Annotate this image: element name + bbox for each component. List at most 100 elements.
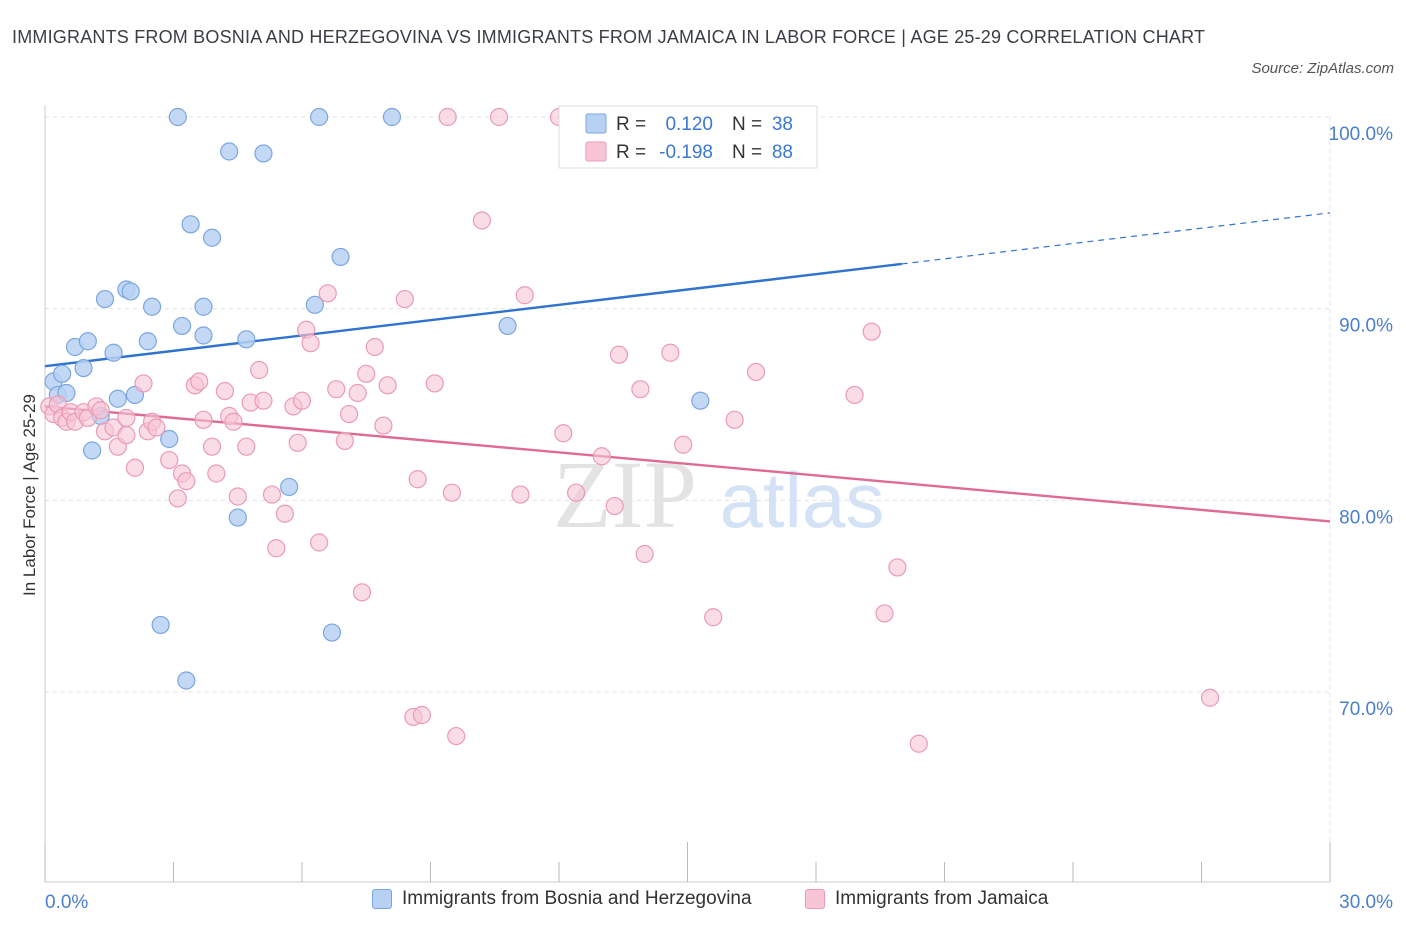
- point-jamaica-43: [292, 391, 312, 410]
- point-jamaica-54: [365, 337, 384, 357]
- point-bosnia-17: [151, 615, 170, 635]
- point-bosnia-9: [95, 289, 115, 309]
- point-jamaica-10: [91, 401, 110, 420]
- tick-labels: 100.0% 90.0% 80.0% 70.0% 0.0% 30.0%: [45, 124, 1393, 913]
- point-bosnia-15: [138, 332, 157, 351]
- point-jamaica-37: [254, 391, 273, 410]
- point-jamaica-79: [704, 608, 723, 627]
- point-jamaica-50: [340, 404, 359, 424]
- point-bosnia-10: [104, 343, 123, 362]
- point-jamaica-52: [352, 583, 372, 602]
- point-jamaica-74: [609, 345, 629, 364]
- point-bosnia-37: [691, 391, 710, 410]
- point-bosnia-22: [181, 215, 200, 234]
- source-label: Source: ZipAtlas.com: [1251, 60, 1394, 77]
- point-jamaica-15: [117, 426, 136, 445]
- point-jamaica-82: [845, 385, 864, 405]
- stats-r-label-blue: R =: [616, 114, 646, 135]
- series-legend: Immigrants from Bosnia and Herzegovina I…: [0, 888, 1406, 916]
- point-jamaica-75: [631, 380, 650, 399]
- point-jamaica-27: [194, 410, 213, 429]
- point-bosnia-28: [237, 330, 256, 349]
- point-jamaica-86: [909, 734, 928, 753]
- point-jamaica-32: [224, 412, 243, 431]
- point-jamaica-59: [408, 470, 427, 489]
- point-jamaica-78: [674, 435, 693, 454]
- point-bosnia-29: [254, 144, 273, 163]
- point-jamaica-83: [862, 322, 881, 341]
- point-jamaica-51: [348, 383, 367, 403]
- point-bosnia-25: [202, 228, 222, 247]
- point-bosnia-19: [168, 107, 187, 127]
- point-jamaica-57: [395, 289, 414, 309]
- point-jamaica-33: [228, 487, 247, 506]
- point-bosnia-34: [331, 247, 350, 267]
- legend-label-jamaica: Immigrants from Jamaica: [835, 888, 1049, 909]
- trend-line-bosnia: [44, 262, 902, 368]
- stats-legend: R = 0.120 N = 38 R = -0.198 N = 88: [558, 105, 818, 169]
- point-jamaica-64: [447, 726, 466, 746]
- point-bosnia-21: [177, 671, 196, 690]
- point-bosnia-36: [498, 316, 517, 336]
- point-bosnia-6: [78, 332, 97, 351]
- point-jamaica-85: [888, 558, 907, 577]
- y-tick-label-3: 70.0%: [1339, 699, 1393, 720]
- point-bosnia-30: [280, 477, 299, 497]
- point-bosnia-31: [305, 295, 324, 314]
- legend-label-bosnia: Immigrants from Bosnia and Herzegovina: [402, 888, 752, 909]
- point-jamaica-77: [661, 343, 680, 362]
- stats-r-value-blue: 0.120: [665, 114, 713, 135]
- point-bosnia-26: [220, 142, 239, 161]
- point-bosnia-23: [194, 326, 213, 345]
- point-jamaica-24: [177, 472, 196, 491]
- point-bosnia-32: [310, 107, 329, 127]
- point-jamaica-17: [134, 374, 153, 393]
- point-jamaica-16: [125, 458, 145, 477]
- stats-n-value-blue: 38: [772, 114, 793, 135]
- point-jamaica-47: [318, 284, 337, 303]
- point-jamaica-26: [190, 372, 209, 391]
- point-jamaica-14: [117, 408, 136, 428]
- stats-swatch-pink: [585, 141, 607, 162]
- point-jamaica-21: [160, 450, 179, 470]
- point-jamaica-36: [250, 360, 269, 380]
- point-jamaica-63: [442, 483, 462, 502]
- legend-swatch-bosnia: [372, 889, 392, 909]
- point-jamaica-68: [515, 286, 534, 305]
- point-bosnia-33: [322, 623, 342, 642]
- point-bosnia-27: [228, 508, 247, 527]
- point-jamaica-30: [215, 381, 234, 401]
- stats-swatch-blue: [585, 113, 607, 134]
- point-jamaica-71: [567, 483, 586, 502]
- x-tick-label-0: 0.0%: [45, 892, 88, 913]
- stats-n-label-blue: N =: [732, 114, 762, 135]
- trend-line-jamaica: [44, 405, 1331, 523]
- trend-lines: [44, 212, 1331, 523]
- point-jamaica-39: [267, 539, 286, 558]
- y-tick-label-2: 80.0%: [1339, 507, 1393, 528]
- point-jamaica-61: [425, 374, 444, 393]
- chart-title: IMMIGRANTS FROM BOSNIA AND HERZEGOVINA V…: [12, 27, 1206, 47]
- point-jamaica-53: [357, 364, 376, 383]
- point-bosnia-24: [194, 297, 213, 316]
- point-jamaica-60: [412, 705, 432, 725]
- point-jamaica-72: [592, 447, 611, 466]
- point-bosnia-11: [108, 389, 127, 408]
- point-jamaica-40: [275, 504, 294, 523]
- point-jamaica-46: [310, 533, 329, 552]
- point-jamaica-84: [875, 604, 894, 623]
- point-jamaica-81: [746, 362, 766, 382]
- point-jamaica-20: [147, 418, 166, 437]
- point-jamaica-65: [472, 211, 491, 230]
- point-bosnia-35: [382, 107, 402, 127]
- point-jamaica-55: [374, 416, 393, 435]
- point-bosnia-20: [172, 316, 192, 336]
- point-jamaica-28: [202, 437, 222, 456]
- point-jamaica-38: [262, 485, 282, 504]
- stats-r-value-pink: -0.198: [659, 142, 713, 163]
- watermark-atlas: atlas: [720, 456, 885, 544]
- axes: [44, 105, 1331, 883]
- point-jamaica-66: [489, 107, 509, 127]
- point-bosnia-7: [83, 441, 102, 460]
